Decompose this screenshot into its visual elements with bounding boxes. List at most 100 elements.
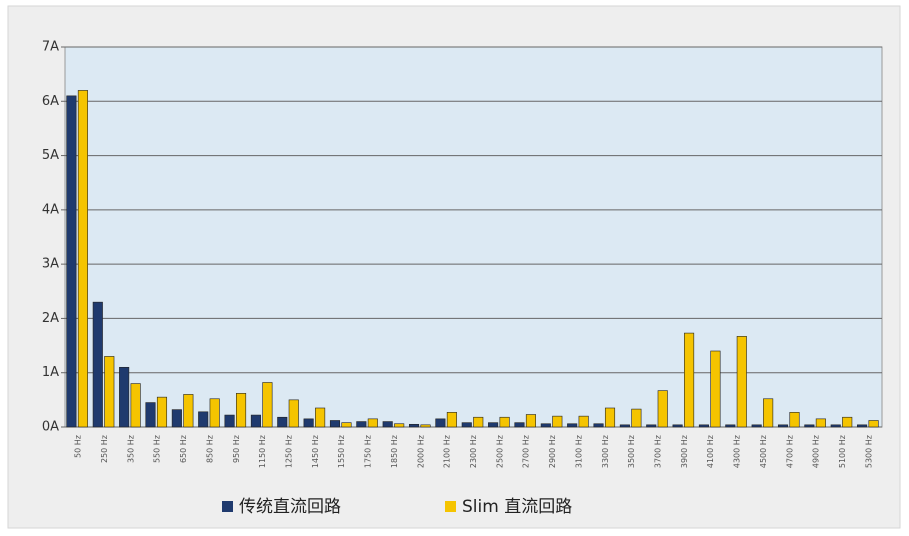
bar [552, 415, 563, 428]
bar [446, 412, 457, 428]
legend-swatch [222, 501, 233, 512]
bar [236, 393, 247, 428]
bar [619, 424, 630, 428]
x-tick-label: 550 Hz [153, 435, 162, 463]
x-tick-label: 1550 Hz [337, 435, 346, 468]
bar [604, 407, 616, 428]
bar [224, 414, 235, 428]
x-tick-label: 2700 Hz [522, 435, 531, 468]
x-tick-label: 1750 Hz [364, 435, 373, 468]
x-tick-label: 1450 Hz [311, 435, 320, 468]
x-tick-label: 4300 Hz [733, 435, 742, 468]
bar [488, 422, 499, 428]
bar [593, 423, 604, 428]
bar [751, 424, 762, 428]
bar [288, 399, 299, 428]
y-tick-label: 6A [42, 94, 59, 109]
bar [868, 420, 879, 428]
bar [631, 408, 642, 428]
x-tick-label: 2000 Hz [416, 435, 425, 468]
x-tick-label: 2900 Hz [548, 435, 557, 468]
bar [857, 424, 868, 428]
x-tick-label: 1150 Hz [258, 435, 267, 468]
x-tick-label: 5100 Hz [838, 435, 847, 468]
legend-label: 传统直流回路 [239, 497, 341, 517]
x-tick-label: 950 Hz [232, 435, 241, 463]
bar [250, 414, 261, 428]
bar [409, 423, 420, 428]
x-tick-label: 2500 Hz [495, 435, 504, 468]
x-tick-label: 5300 Hz [864, 435, 873, 468]
bar [130, 383, 141, 428]
y-tick-label: 4A [42, 202, 59, 217]
bar [145, 402, 156, 428]
x-tick-label: 3700 Hz [653, 435, 662, 468]
x-tick-label: 4700 Hz [785, 435, 794, 468]
bar [66, 95, 77, 428]
x-tick-label: 50 Hz [74, 435, 83, 458]
bar [540, 423, 551, 428]
bar [815, 418, 826, 428]
bar [842, 416, 853, 428]
x-tick-label: 2100 Hz [443, 435, 452, 468]
bar [356, 421, 367, 428]
bar [763, 398, 774, 428]
bar [698, 424, 709, 428]
bar [804, 424, 815, 428]
x-tick-label: 3500 Hz [627, 435, 636, 468]
y-tick-label: 7A [42, 40, 59, 55]
bar [578, 415, 589, 428]
bar [672, 424, 683, 428]
x-tick-label: 850 Hz [205, 435, 214, 463]
bar [499, 416, 510, 428]
bar [777, 424, 789, 428]
bar [710, 350, 721, 428]
x-tick-label: 2300 Hz [469, 435, 478, 468]
x-tick-label: 3300 Hz [601, 435, 610, 468]
y-tick-label: 3A [42, 257, 59, 272]
y-tick-label: 0A [42, 420, 59, 435]
bar [646, 424, 657, 428]
bar [514, 422, 525, 428]
bar [435, 418, 446, 428]
bar [183, 394, 194, 428]
bar [420, 424, 431, 428]
x-tick-label: 4500 Hz [759, 435, 768, 468]
bar [262, 382, 273, 428]
y-tick-label: 5A [42, 148, 59, 163]
legend-label: Slim 直流回路 [462, 497, 572, 517]
bar [830, 424, 841, 428]
x-tick-label: 3100 Hz [574, 435, 583, 468]
bar [104, 356, 115, 428]
bar [382, 421, 393, 428]
bar [725, 424, 736, 428]
bar [77, 90, 88, 428]
bar [329, 420, 341, 428]
bar [198, 411, 209, 428]
bar [119, 366, 130, 428]
x-tick-label: 4100 Hz [706, 435, 715, 468]
x-tick-label: 350 Hz [126, 435, 135, 463]
bar [473, 416, 484, 428]
x-tick-label: 250 Hz [100, 435, 109, 463]
bar [789, 412, 800, 428]
bar [525, 414, 536, 428]
plot-area [64, 46, 883, 428]
bar [209, 398, 220, 428]
bar [341, 422, 352, 428]
x-tick-label: 1250 Hz [285, 435, 294, 468]
y-tick-label: 2A [42, 311, 59, 326]
bar [315, 407, 326, 428]
bar [171, 409, 182, 428]
bar [684, 332, 695, 428]
bar [156, 396, 168, 428]
bar [461, 422, 472, 428]
bar [657, 390, 668, 428]
bar [277, 416, 288, 428]
bar [394, 423, 405, 428]
y-tick-label: 1A [42, 365, 59, 380]
bar [367, 418, 378, 428]
x-tick-label: 3900 Hz [680, 435, 689, 468]
